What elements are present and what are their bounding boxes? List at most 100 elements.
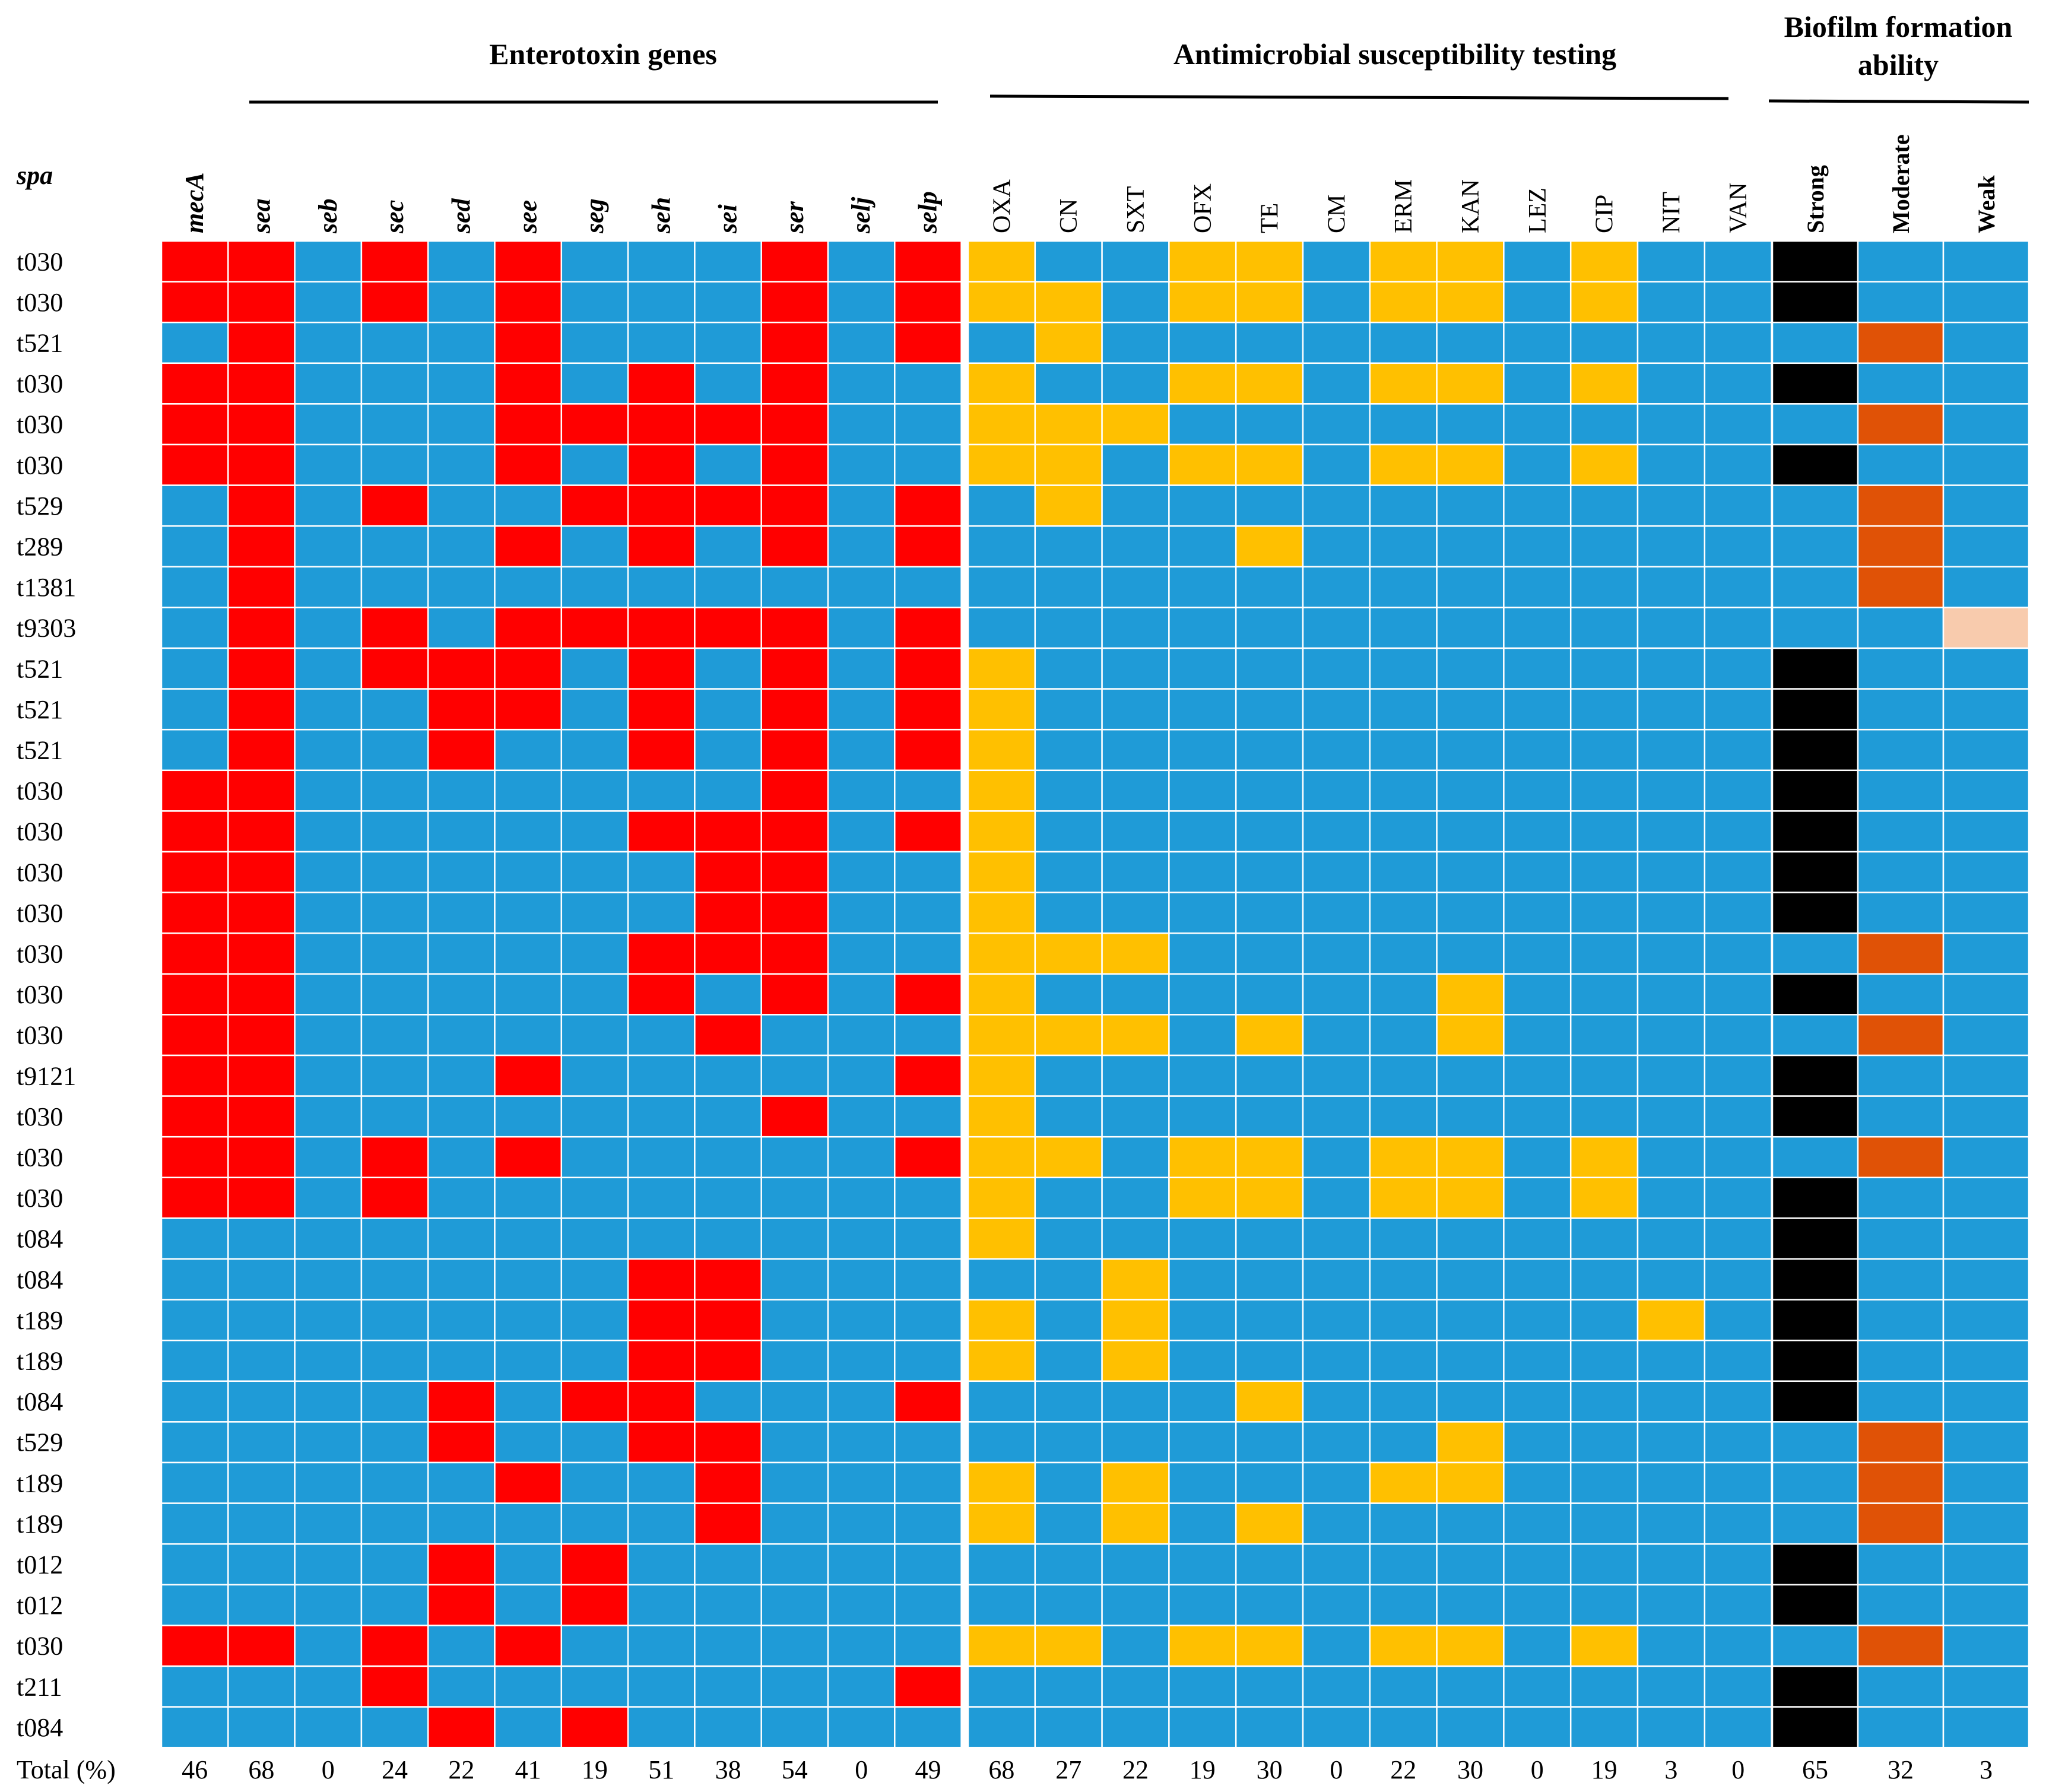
row-label: t289 (17, 532, 63, 562)
row-label: t084 (17, 1265, 63, 1294)
cell-negative (1369, 1095, 1438, 1138)
cell-negative (1569, 566, 1639, 608)
cell-negative (294, 281, 363, 323)
cell-negative (1942, 321, 2030, 364)
cell-negative (827, 932, 896, 975)
cell-negative (1704, 1543, 1772, 1586)
cell-negative (1235, 484, 1304, 527)
cell-negative (1569, 1299, 1639, 1341)
cell-negative (1235, 321, 1304, 364)
cell-negative (1942, 1584, 2030, 1626)
cell-negative (360, 1502, 429, 1545)
group-title-antimicrobial: Antimicrobial susceptibility testing (1173, 37, 1616, 71)
cell-negative (1369, 321, 1438, 364)
cell-negative (627, 1665, 696, 1708)
cell-negative (967, 321, 1036, 364)
cell-negative (627, 851, 696, 893)
cell-biofilm-strong (1771, 1665, 1859, 1708)
cell-negative (1034, 728, 1103, 772)
column-label-sed: sed (446, 198, 475, 234)
cell-negative (160, 525, 229, 568)
cell-negative (1503, 1706, 1572, 1749)
row-label: t189 (17, 1469, 63, 1498)
cell-positive (160, 443, 229, 486)
cell-negative (760, 1258, 829, 1301)
cell-negative (427, 810, 496, 853)
cell-negative (1942, 1502, 2030, 1545)
cell-positive (360, 607, 429, 649)
cell-negative (694, 321, 762, 364)
cell-negative (1101, 1176, 1170, 1219)
cell-negative (827, 321, 896, 364)
cell-positive (694, 403, 762, 446)
cell-positive (1436, 1176, 1505, 1219)
group-title-biofilm-line2: ability (1858, 48, 1939, 81)
cell-positive (694, 1502, 762, 1545)
cell-positive (1569, 1625, 1639, 1667)
row-label: t189 (17, 1509, 63, 1539)
total-te: 30 (1257, 1755, 1283, 1784)
cell-negative (694, 728, 762, 772)
cell-negative (1569, 973, 1639, 1016)
cell-negative (1369, 1421, 1438, 1464)
cell-positive (894, 810, 962, 853)
column-label-van: VAN (1725, 182, 1752, 233)
cell-negative (1942, 1014, 2030, 1057)
cell-negative (1942, 566, 2030, 608)
cell-negative (1942, 1543, 2030, 1586)
cell-negative (1942, 1054, 2030, 1097)
cell-negative (1503, 892, 1572, 934)
cell-negative (1503, 1095, 1572, 1138)
cell-negative (1569, 484, 1639, 527)
cell-negative (1857, 362, 1945, 405)
cell-negative (1168, 1543, 1237, 1586)
cell-positive (1034, 1625, 1103, 1667)
cell-negative (1101, 525, 1170, 568)
cell-negative (494, 1258, 563, 1301)
cell-negative (827, 1421, 896, 1464)
cell-positive (627, 810, 696, 853)
column-label-ser: ser (780, 201, 809, 234)
cell-biofilm-moderate (1857, 1625, 1945, 1667)
cell-negative (1636, 403, 1706, 446)
cell-negative (1302, 1461, 1371, 1504)
cell-negative (560, 1299, 629, 1341)
cell-biofilm-strong (1771, 892, 1859, 934)
cell-negative (560, 1421, 629, 1464)
cell-positive (427, 647, 496, 690)
cell-positive (227, 932, 296, 975)
row-label: t030 (17, 1632, 63, 1661)
cell-positive (894, 607, 962, 649)
cell-biofilm-moderate (1857, 566, 1945, 608)
cell-negative (1942, 443, 2030, 486)
cell-positive (1569, 240, 1639, 283)
cell-positive (967, 1217, 1036, 1260)
cell-negative (1942, 1095, 2030, 1138)
cell-negative (1101, 769, 1170, 812)
cell-negative (1569, 647, 1639, 690)
cell-negative (560, 769, 629, 812)
cell-negative (1369, 647, 1438, 690)
cell-negative (1857, 443, 1945, 486)
cell-negative (360, 728, 429, 772)
cell-negative (1636, 1665, 1706, 1708)
cell-negative (1503, 1299, 1572, 1341)
cell-negative (627, 1543, 696, 1586)
cell-negative (227, 1461, 296, 1504)
row-label: t030 (17, 858, 63, 887)
cell-negative (294, 932, 363, 975)
cell-negative (894, 1176, 962, 1219)
cell-negative (427, 851, 496, 893)
cell-negative (694, 769, 762, 812)
cell-negative (1168, 1706, 1237, 1749)
cell-positive (967, 728, 1036, 772)
cell-negative (1771, 321, 1859, 364)
cell-negative (1857, 607, 1945, 649)
cell-positive (1436, 973, 1505, 1016)
total-seb: 0 (322, 1755, 335, 1784)
cell-negative (827, 851, 896, 893)
cell-negative (1704, 1014, 1772, 1057)
cell-biofilm-strong (1771, 1258, 1859, 1301)
cell-negative (1302, 240, 1371, 283)
cell-biofilm-strong (1771, 769, 1859, 812)
